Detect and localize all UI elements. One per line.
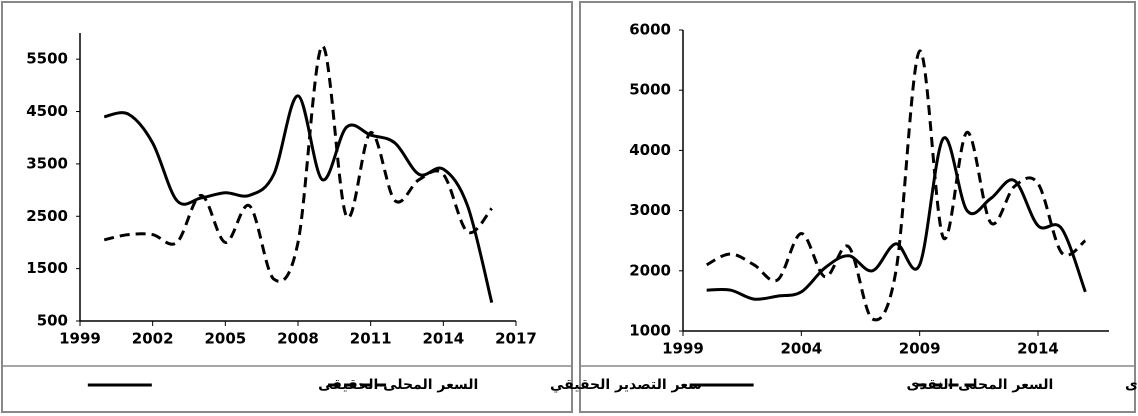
x-tick-label: 2005 (204, 330, 246, 348)
legend-label: السعر المحلى النقدى (906, 377, 1053, 393)
y-tick-label: 2500 (26, 207, 68, 225)
chart-frame (579, 1, 1136, 413)
y-tick-label: 4000 (629, 141, 671, 159)
x-tick-label: 2014 (422, 330, 464, 348)
legend-label: السعر المحلى الحقيقى (318, 377, 478, 393)
series-line (706, 136, 1087, 301)
y-tick-label: 3000 (629, 201, 671, 219)
y-tick-label: 5500 (26, 50, 68, 68)
x-tick-label: 2014 (1017, 340, 1059, 358)
x-tick-label: 2008 (277, 330, 319, 348)
x-tick-label: 2011 (350, 330, 392, 348)
y-tick-label: 6000 (629, 21, 671, 39)
legend-label: سعر التصدير النقدى (1125, 377, 1138, 393)
y-tick-label: 2000 (629, 261, 671, 279)
x-tick-label: 2002 (132, 330, 174, 348)
y-tick-label: 5000 (629, 81, 671, 99)
x-tick-label: 1999 (662, 340, 704, 358)
y-tick-label: 4500 (26, 102, 68, 120)
x-tick-label: 1999 (59, 330, 101, 348)
series-line (103, 94, 494, 304)
series-line (705, 49, 1087, 322)
chart-frame (1, 1, 573, 413)
x-tick-label: 2017 (495, 330, 537, 348)
y-tick-label: 500 (37, 312, 68, 330)
legend-label: سعر التصدير الحقيقي (550, 377, 702, 393)
y-tick-label: 1000 (629, 322, 671, 340)
y-tick-label: 1500 (26, 259, 68, 277)
x-tick-label: 2009 (899, 340, 941, 358)
y-tick-label: 3500 (26, 154, 68, 172)
x-tick-label: 2004 (780, 340, 822, 358)
